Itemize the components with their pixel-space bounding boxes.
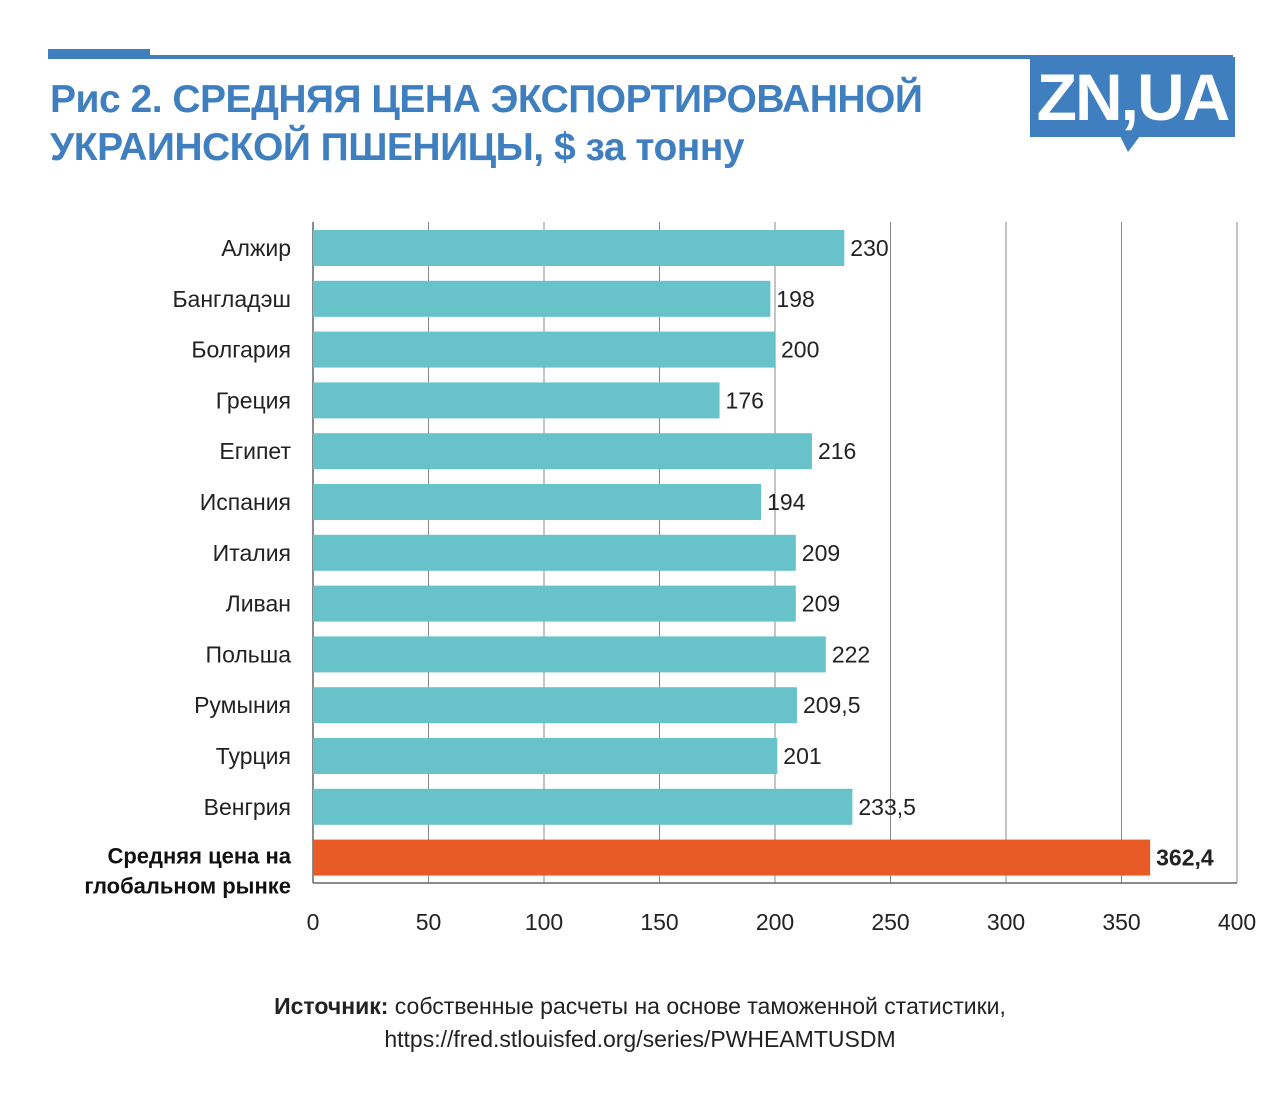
value-label: 230 xyxy=(850,235,888,261)
header-rule xyxy=(48,55,1233,59)
logo-tail xyxy=(1120,136,1140,152)
value-label: 194 xyxy=(767,489,806,515)
bar xyxy=(313,585,796,622)
value-label: 209 xyxy=(802,591,840,617)
value-label: 200 xyxy=(781,337,819,363)
category-label: Турция xyxy=(216,743,291,769)
category-label: Ливан xyxy=(226,591,291,617)
bar xyxy=(313,280,771,317)
category-label: Венгрия xyxy=(204,794,291,820)
x-tick-label: 350 xyxy=(1102,909,1140,935)
category-label: Средняя цена на xyxy=(107,844,291,869)
bar xyxy=(313,484,762,520)
category-label: Греция xyxy=(216,387,291,413)
x-tick-label: 50 xyxy=(416,909,442,935)
category-label: Египет xyxy=(219,438,291,464)
value-label: 209 xyxy=(802,540,840,566)
value-label: 362,4 xyxy=(1156,845,1214,871)
value-label: 176 xyxy=(726,387,764,413)
chart-title: Рис 2. СРЕДНЯЯ ЦЕНА ЭКСПОРТИРОВАННОЙ УКР… xyxy=(50,78,923,169)
bar xyxy=(313,433,812,470)
value-label: 201 xyxy=(783,743,821,769)
x-tick-label: 400 xyxy=(1218,909,1256,935)
x-tick-label: 150 xyxy=(640,909,678,935)
category-label: Италия xyxy=(213,540,291,566)
source-url: https://fred.stlouisfed.org/series/PWHEA… xyxy=(384,1026,896,1052)
category-label: Румыния xyxy=(194,692,291,718)
source-label: Источник: xyxy=(274,993,389,1019)
category-label: Испания xyxy=(200,489,291,515)
bar xyxy=(313,636,826,673)
value-label: 209,5 xyxy=(803,692,861,718)
value-label: 233,5 xyxy=(858,794,916,820)
category-label: Бангладэш xyxy=(172,286,291,312)
category-label: Алжир xyxy=(221,235,291,261)
x-tick-label: 100 xyxy=(525,909,563,935)
bar xyxy=(313,788,853,825)
bar xyxy=(313,839,1151,876)
header-accent xyxy=(48,49,150,57)
source-note: Источник: собственные расчеты на основе … xyxy=(0,990,1280,1056)
bar xyxy=(313,382,720,419)
bar xyxy=(313,738,778,774)
value-label: 198 xyxy=(776,286,814,312)
x-tick-label: 200 xyxy=(756,909,794,935)
category-label: глобальном рынке xyxy=(84,874,291,899)
category-label: Польша xyxy=(206,641,292,667)
x-tick-label: 250 xyxy=(871,909,909,935)
bar xyxy=(313,331,775,368)
value-label: 216 xyxy=(818,438,856,464)
category-label: Болгария xyxy=(191,337,291,363)
bar xyxy=(313,687,797,724)
x-tick-label: 0 xyxy=(307,909,320,935)
bar xyxy=(313,230,845,266)
bar xyxy=(313,534,796,571)
source-text: собственные расчеты на основе таможенной… xyxy=(388,993,1006,1019)
value-label: 222 xyxy=(832,641,870,667)
zn-ua-logo: ZN,UA xyxy=(1030,57,1235,137)
x-tick-label: 300 xyxy=(987,909,1025,935)
